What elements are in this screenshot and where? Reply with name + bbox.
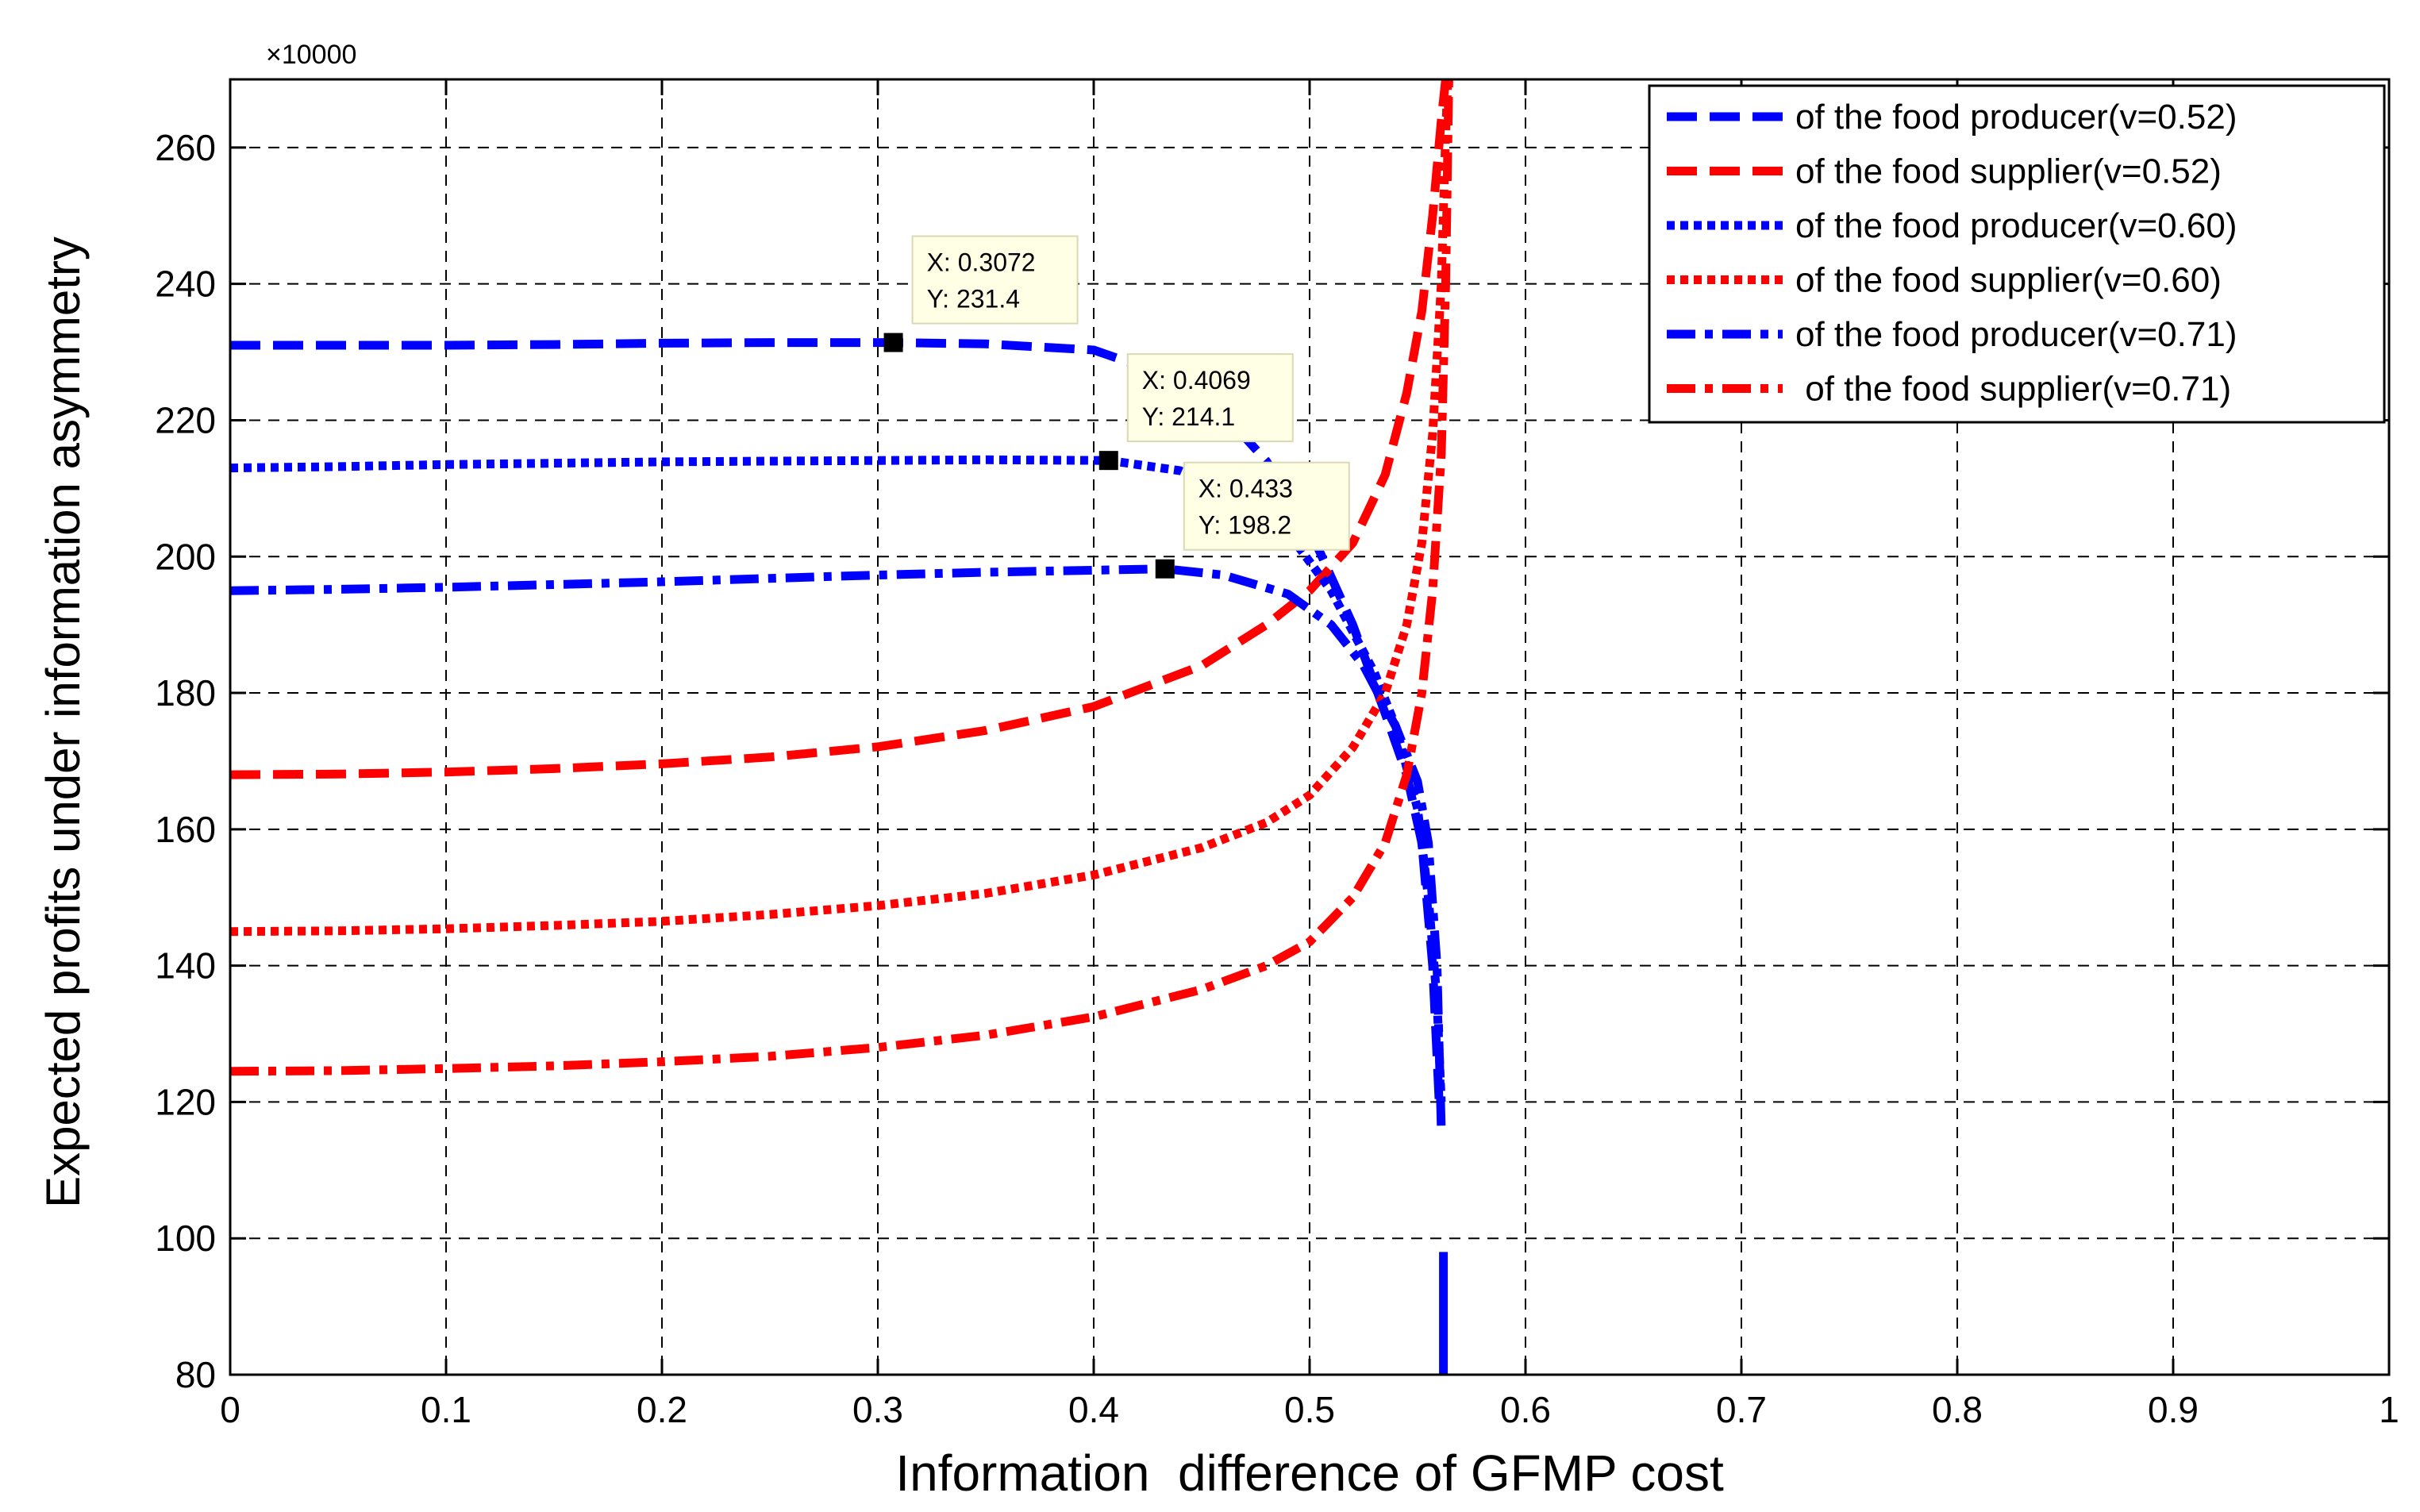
y-tick-label: 200 <box>155 536 216 577</box>
series-line-6 <box>229 79 1453 1076</box>
datatip-box <box>1183 461 1350 551</box>
legend-label: of the food producer(v=0.71) <box>1795 315 2237 354</box>
x-tick-label: 1 <box>2379 1389 2399 1430</box>
legend-label: of the food supplier(v=0.71) <box>1795 370 2231 409</box>
x-tick-label: 0.9 <box>2148 1389 2199 1430</box>
legend-label: of the food supplier(v=0.60) <box>1795 261 2222 300</box>
y-tick-label: 240 <box>155 264 216 305</box>
y-tick-label: 160 <box>155 809 216 850</box>
datatip-box <box>911 235 1079 325</box>
y-tick-label: 120 <box>155 1081 216 1122</box>
x-tick-label: 0.5 <box>1284 1389 1335 1430</box>
y-tick-label: 220 <box>155 399 216 441</box>
y-tick-label: 180 <box>155 672 216 714</box>
x-tick-label: 0.2 <box>637 1389 687 1430</box>
y-tick-label: 80 <box>175 1354 216 1395</box>
y-axis-label: Expected profits under information asymm… <box>37 237 90 1208</box>
series-line-5 <box>229 564 1446 1129</box>
x-tick-label: 0.8 <box>1932 1389 1983 1430</box>
x-tick-label: 0.3 <box>852 1389 903 1430</box>
legend-label: of the food supplier(v=0.52) <box>1795 152 2222 191</box>
series-line-3 <box>229 455 1446 1102</box>
datatip-y-label: Y: 214.1 <box>1142 402 1235 431</box>
markers-group: X: 0.3072 Y: 231.4 X: 0.4069 Y: 214.1 X: 0.4… <box>883 235 1350 579</box>
datatip-marker <box>1155 559 1175 579</box>
datatip-marker <box>883 333 903 352</box>
x-tick-label: 0.1 <box>421 1389 471 1430</box>
x-tick-label: 0.6 <box>1500 1389 1551 1430</box>
datatip-y-label: Y: 198.2 <box>1198 511 1291 540</box>
datatip-x-label: X: 0.4069 <box>1142 366 1251 394</box>
legend-label: of the food producer(v=0.60) <box>1795 206 2237 245</box>
y-tick-label: 100 <box>155 1218 216 1259</box>
datatip-x-label: X: 0.3072 <box>927 248 1036 277</box>
x-tick-label: 0.7 <box>1716 1389 1767 1430</box>
legend: of the food producer(v=0.52) of the food … <box>1648 84 2386 424</box>
axes: 0 0.1 0.2 0.3 0.4 0.5 0.6 0.7 0.8 0.9 180100120140… <box>155 79 2399 1430</box>
series-line-2 <box>229 79 1450 779</box>
datatip-x-label: X: 0.433 <box>1198 475 1293 503</box>
datatip-y-label: Y: 231.4 <box>927 285 1020 314</box>
y-multiplier: ×10000 <box>266 40 356 70</box>
x-axis-label: Information difference of GFMP cost <box>895 1445 1724 1502</box>
series-group <box>229 79 1453 1375</box>
datatip-box <box>1126 353 1294 443</box>
legend-label: of the food producer(v=0.52) <box>1795 98 2237 137</box>
x-tick-label: 0 <box>220 1389 240 1430</box>
y-tick-label: 140 <box>155 945 216 987</box>
y-tick-label: 260 <box>155 127 216 168</box>
datatip-marker <box>1098 451 1118 471</box>
series-line-4 <box>229 79 1452 937</box>
legend-box <box>1648 84 2386 424</box>
x-tick-label: 0.4 <box>1068 1389 1119 1430</box>
